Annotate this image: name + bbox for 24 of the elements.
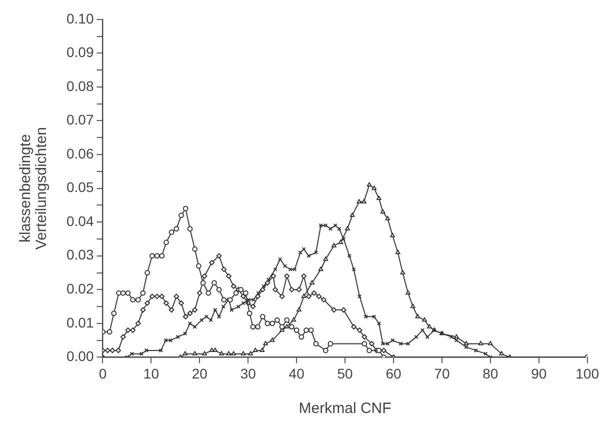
y-tick-label: 0.02 — [66, 280, 94, 296]
y-tick-label: 0.00 — [66, 348, 94, 364]
x-tick-label: 100 — [576, 365, 600, 382]
x-tick-label: 90 — [531, 365, 547, 382]
x-tick-label: 0 — [98, 365, 107, 382]
x-tick-label: 60 — [386, 365, 402, 382]
x-tick-label: 80 — [482, 365, 498, 382]
x-tick-label: 70 — [434, 365, 450, 382]
y-tick-label: 0.05 — [66, 179, 94, 196]
y-tick-label: 0.10 — [66, 10, 94, 26]
x-tick-label: 40 — [288, 365, 305, 382]
y-tick-label: 0.01 — [66, 314, 94, 330]
y-tick-label: 0.06 — [66, 145, 94, 162]
y-tick-label: 0.08 — [66, 78, 94, 94]
y-tick-label: 0.09 — [66, 44, 94, 60]
x-axis-title: Merkmal CNF — [298, 400, 392, 418]
x-tick-label: 30 — [240, 365, 256, 382]
x-tick-label: 10 — [143, 365, 160, 382]
y-tick-label: 0.07 — [66, 112, 94, 128]
y-tick-label: 0.04 — [66, 212, 94, 229]
y-axis-title: klassenbedingte Verteilungsdichten — [17, 127, 50, 250]
y-tick-label: 0.03 — [66, 246, 94, 263]
x-tick-label: 50 — [337, 365, 354, 382]
x-tick-label: 20 — [192, 365, 208, 382]
